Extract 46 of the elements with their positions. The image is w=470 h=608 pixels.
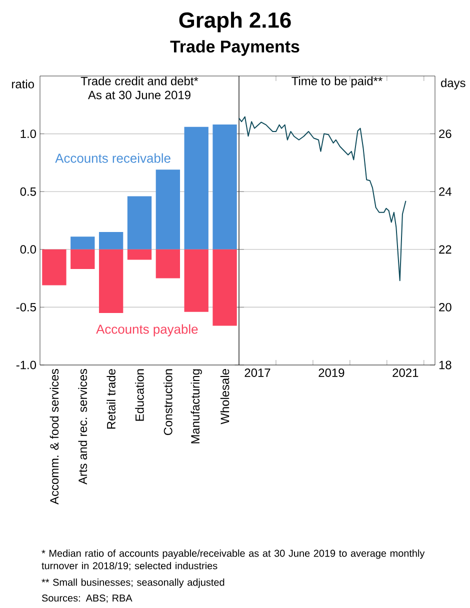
y-axis-title: days	[441, 78, 466, 90]
y-tick-label: 20	[439, 302, 452, 312]
text: Trade Payments	[170, 40, 300, 56]
series-label: Accounts payable	[96, 324, 198, 336]
text: ** Small businesses; seasonally adjusted	[42, 578, 224, 588]
bar	[70, 236, 95, 250]
chart-title: Time to be paid**	[292, 76, 382, 88]
x-tick-label: Wholesale	[220, 369, 230, 424]
y-tick-label: 18	[439, 360, 452, 370]
bar	[42, 249, 66, 286]
bar	[156, 170, 180, 250]
caption: Graph 2.16	[179, 12, 291, 32]
y-tick-label: 0.5	[20, 187, 36, 196]
bar	[184, 249, 208, 312]
text: * Median ratio of accounts payable/receivable as at 30 June 2019 to average monthly turnover in 2018/19; selected industries	[42, 550, 425, 570]
y-tick-label: 24	[439, 187, 452, 196]
bar	[156, 249, 180, 278]
x-tick-label: Accomm. & food services	[50, 368, 59, 504]
y-tick-label: 0.0	[20, 245, 36, 254]
series-label: Accounts receivable	[55, 153, 170, 163]
chart-title: Trade credit and debt*	[80, 76, 198, 86]
y-tick-label: 1.0	[20, 130, 36, 138]
bar	[212, 249, 237, 326]
bar	[212, 124, 237, 250]
source-note: Sources: ABS; RBA	[42, 594, 132, 603]
text: As at 30 June 2019	[88, 90, 190, 100]
x-tick-label: 2019	[318, 368, 344, 377]
x-tick-label: Retail trade	[106, 369, 116, 429]
y-tick-label: -0.5	[16, 302, 36, 312]
x-tick-label: Arts and rec. services	[78, 368, 88, 485]
x-tick-label: 2021	[392, 368, 418, 377]
bar	[70, 249, 95, 270]
x-tick-label: 2017	[244, 368, 270, 377]
y-tick-label: 22	[439, 245, 452, 254]
y-axis-title: ratio	[12, 80, 34, 88]
bar	[127, 249, 152, 260]
y-tick-label: -1.0	[16, 360, 36, 370]
bar	[184, 126, 208, 250]
line-series	[238, 116, 406, 282]
bar	[98, 232, 124, 250]
x-tick-label: Construction	[164, 369, 172, 436]
y-tick-label: 26	[439, 130, 452, 138]
x-tick-label: Education	[135, 369, 144, 421]
x-tick-label: Manufacturing	[190, 369, 202, 444]
bar	[127, 196, 152, 250]
bar	[98, 249, 124, 313]
